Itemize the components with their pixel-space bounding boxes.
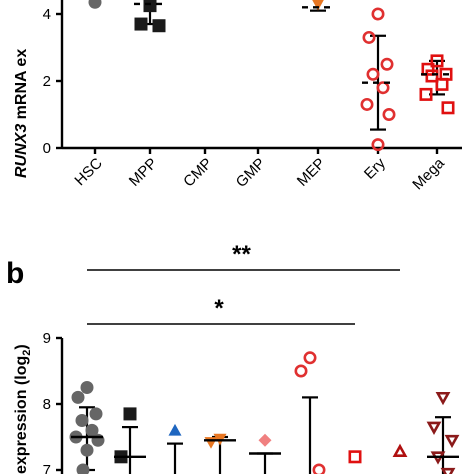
panel-b-ylabel-close: ) xyxy=(13,344,30,349)
sig-label-0: ** xyxy=(232,241,251,268)
panel-b-point-0-7 xyxy=(80,443,94,457)
panel-a-point-5-5 xyxy=(360,97,374,111)
panel-a-point-6-0 xyxy=(430,54,444,68)
panel-b-point-8-2 xyxy=(444,434,460,449)
panel-a-xtick-label-1: MPP xyxy=(126,155,161,190)
panel-b-point-5-2 xyxy=(312,463,326,474)
panel-a-point-1-2 xyxy=(152,19,166,33)
panel-a-point-5-4 xyxy=(376,81,390,95)
panel-b-ylabel: expression (log2) xyxy=(13,344,33,474)
panel-a-ytick-label-0: 0 xyxy=(43,140,51,157)
panel-a-xtick-label-6: Mega xyxy=(409,154,448,193)
panel-b-label: b xyxy=(6,257,24,290)
panel-a-point-5-1 xyxy=(362,30,376,44)
panel-b-point-0-6 xyxy=(91,433,105,447)
panel-a-ytick-label-2: 4 xyxy=(43,6,51,23)
panel-a-point-6-6 xyxy=(441,101,455,115)
panel-b-point-2-0 xyxy=(168,423,182,436)
panel-b-point-5-0 xyxy=(303,351,317,365)
panel-b-ytick-label-1: 8 xyxy=(43,396,51,413)
panel-a-point-5-7 xyxy=(371,138,385,152)
panel-b: b expression (log2) *** 789 xyxy=(6,241,460,474)
panel-a-xtick-label-4: MEP xyxy=(294,155,329,190)
panel-a-xtick-label-5: Ery xyxy=(361,154,389,182)
panel-b-point-0-1 xyxy=(71,390,85,404)
panel-b-point-0-4 xyxy=(85,423,99,437)
panel-b-ytick-label-2: 9 xyxy=(43,330,51,347)
panel-b-point-5-1 xyxy=(294,364,308,378)
panel-a-xtick-label-0: HSC xyxy=(71,155,106,190)
panel-a-point-0-0 xyxy=(88,0,102,9)
panel-b-point-0-0 xyxy=(80,381,94,394)
panel-a-point-1-1 xyxy=(134,17,148,31)
panel-b-point-8-1 xyxy=(426,421,442,435)
panel-b-point-8-0 xyxy=(435,391,451,406)
panel-b-point-3-1 xyxy=(204,437,218,449)
panel-b-point-7-0 xyxy=(392,443,408,457)
panel-a-point-4-0 xyxy=(312,0,324,11)
panel-a-point-6-4 xyxy=(435,77,449,91)
panel-b-point-0-3 xyxy=(75,414,89,427)
panel-b-point-4-0 xyxy=(258,433,272,447)
panel-a-point-5-0 xyxy=(371,7,385,21)
panel-b-point-8-4 xyxy=(440,467,456,474)
panel-a-point-6-5 xyxy=(419,87,433,101)
panel-a-point-5-6 xyxy=(382,108,396,122)
panel-b-ytick-label-0: 7 xyxy=(43,462,51,474)
panel-a-ylabel-rest: mRNA ex xyxy=(13,49,30,124)
panel-a: RUNX3 mRNA ex 0 2 4 HSC MPP CMP GMP MEP Ery Mega xyxy=(13,0,462,193)
panel-a-ylabel-gene: RUNX3 xyxy=(13,124,30,178)
panel-a-xtick-label-3: GMP xyxy=(233,155,269,191)
panel-a-point-1-0 xyxy=(143,0,157,13)
sig-label-1: * xyxy=(214,295,224,322)
panel-b-ylabel-sub: 2 xyxy=(21,350,33,356)
panel-a-ylabel: RUNX3 mRNA ex xyxy=(13,49,30,178)
panel-b-point-0-8 xyxy=(76,463,90,474)
panel-a-xtick-label-2: CMP xyxy=(180,155,216,191)
panel-a-point-5-2 xyxy=(380,57,394,71)
panel-a-ytick-label-1: 2 xyxy=(43,73,51,90)
panel-b-point-0-2 xyxy=(89,407,103,421)
panel-b-ylabel-main: expression (log xyxy=(13,356,30,474)
panel-a-point-6-3 xyxy=(425,69,439,83)
panel-b-point-6-0 xyxy=(348,450,362,464)
panel-b-point-1-0 xyxy=(123,407,137,421)
panel-a-point-5-3 xyxy=(366,67,380,81)
